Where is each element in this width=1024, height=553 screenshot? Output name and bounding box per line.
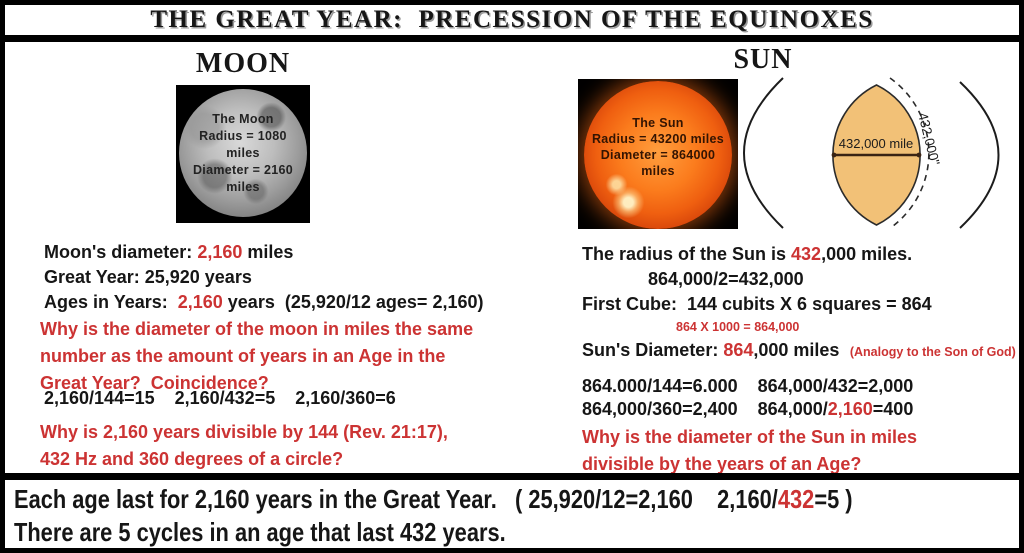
vesica-piscis-diagram: 432,000 mile 432,000" (743, 77, 1000, 229)
moon-photo: The Moon Radius = 1080 miles Diameter = 216… (176, 85, 310, 223)
moon-facts-text: Moon's diameter: 2,160 miles Great Year: … (44, 242, 484, 312)
summary-band: Each age last for 2,160 years in the Gre… (5, 473, 1019, 548)
moon-question-1: Why is the diameter of the moon in miles… (40, 319, 474, 393)
title-bar: THE GREAT YEAR: PRECESSION OF THE EQUINO… (5, 5, 1019, 42)
summary-text: Each age last for 2,160 years in the Gre… (14, 484, 853, 547)
sun-photo: The Sun Radius = 43200 miles Diameter = 86… (578, 79, 738, 229)
moon-section-heading: MOON (195, 48, 291, 79)
sun-section-heading: SUN (733, 44, 793, 75)
sun-equations: 864.000/144=6.000 864,000/432=2,000 864,0… (582, 376, 914, 419)
chord-label: 432,000 mile (839, 136, 913, 151)
page-title: THE GREAT YEAR: PRECESSION OF THE EQUINO… (150, 6, 874, 33)
moon-sphere-graphic (179, 89, 307, 217)
dashed-arc (889, 77, 930, 227)
chord-endpoint-left (831, 152, 837, 158)
sun-photo-caption: The Sun Radius = 43200 miles Diameter = 86… (591, 116, 725, 178)
sun-sphere-graphic (584, 81, 732, 229)
moon-question-2: Why is 2,160 years divisible by 144 (Rev… (40, 422, 448, 469)
moon-photo-caption: The Moon Radius = 1080 miles Diameter = 216… (192, 112, 294, 194)
chord-endpoint-right (916, 152, 922, 158)
right-circle-arc (959, 81, 1000, 229)
left-circle-arc (743, 77, 784, 229)
sun-facts-text: The radius of the Sun is 432,000 miles. 8… (582, 244, 1016, 360)
sun-question: Why is the diameter of the Sun in miles d… (582, 427, 918, 474)
moon-equations: 2,160/144=15 2,160/432=5 2,160/360=6 (44, 388, 396, 408)
